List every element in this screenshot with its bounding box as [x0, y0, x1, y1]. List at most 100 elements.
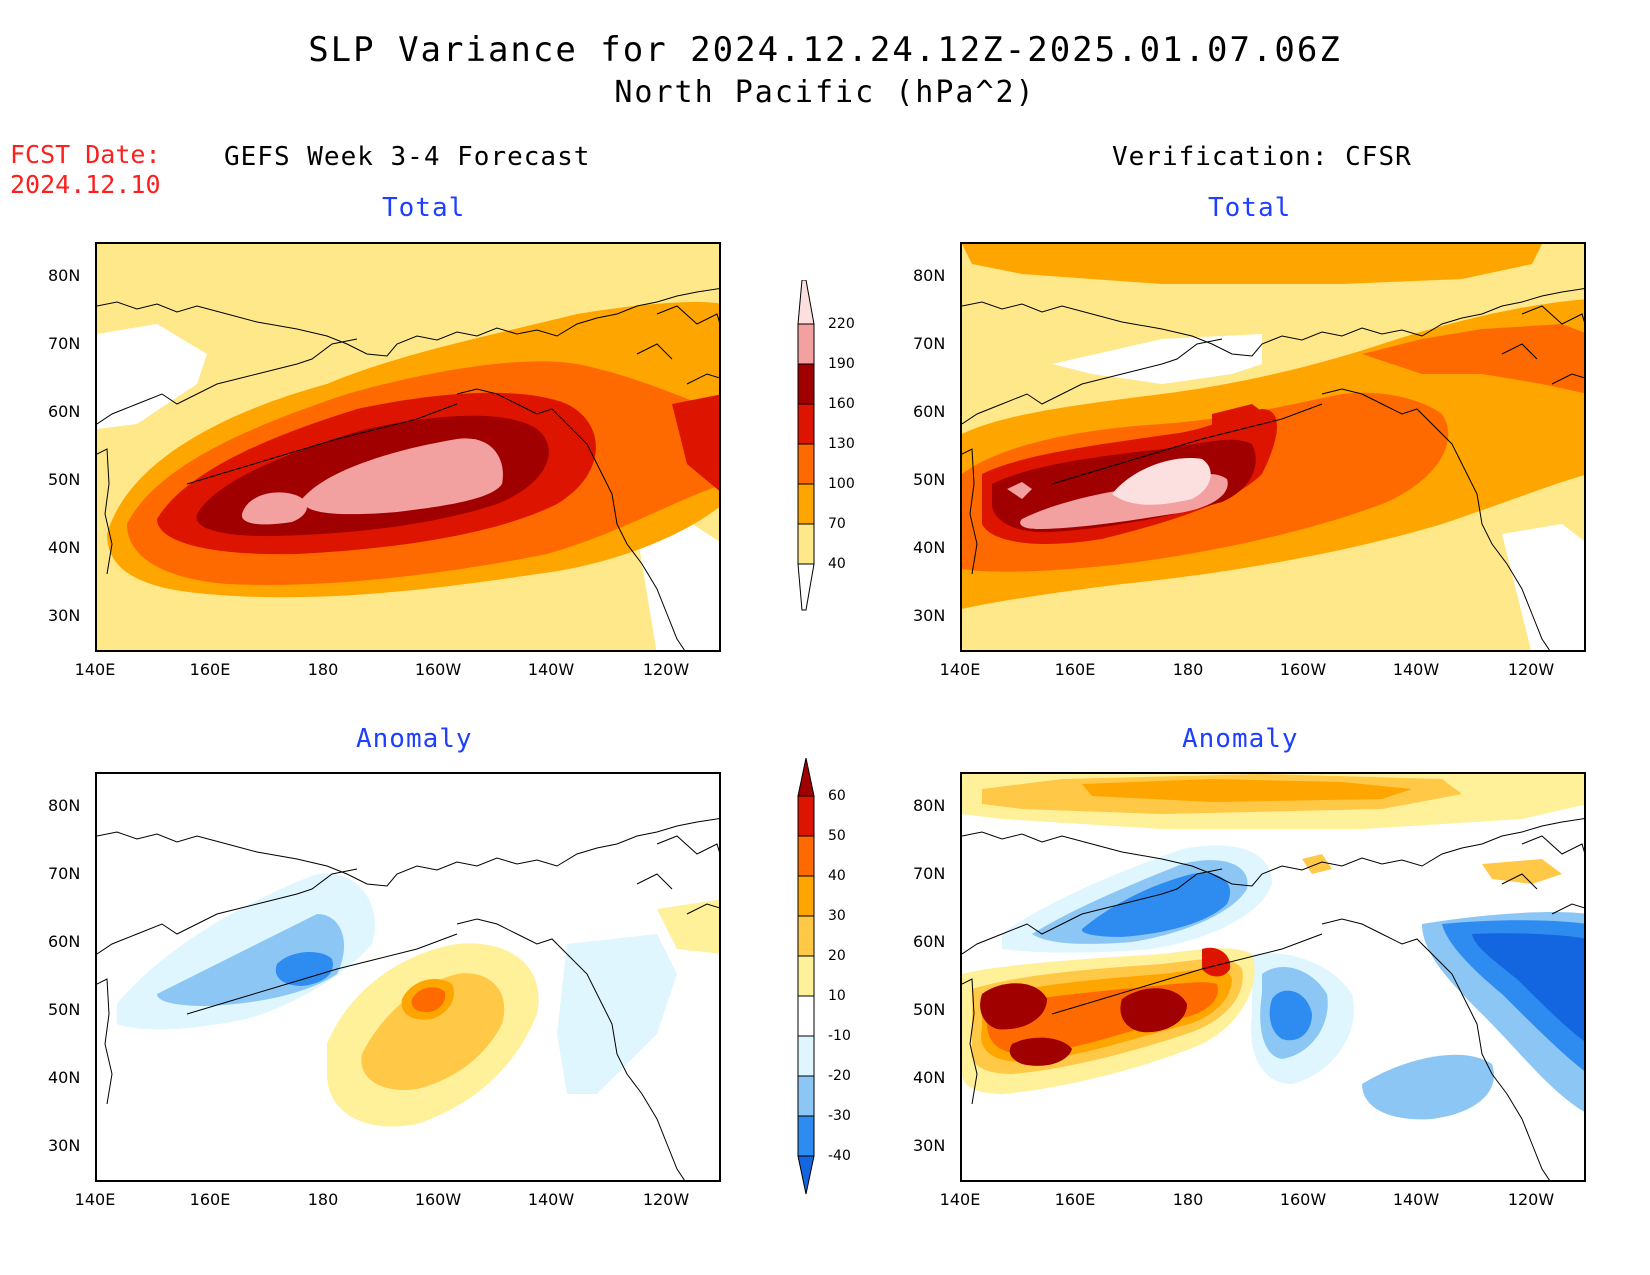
colorbar-total-bottom-arrow: [797, 563, 815, 611]
y-tick-label: 70N: [913, 864, 946, 883]
colorbar-anomaly-swatch: [797, 1035, 815, 1077]
cfsr-anomaly-field: [962, 774, 1584, 1180]
colorbar-total-swatch: [797, 403, 815, 445]
x-tick-label: 160E: [1054, 1190, 1096, 1209]
colorbar-anomaly-swatch: [797, 1075, 815, 1117]
field-below-40: [1502, 524, 1584, 650]
colorbar-anomaly-label: 40: [828, 868, 846, 884]
coastlines: [97, 818, 719, 1180]
x-tick-label: 160E: [1054, 660, 1096, 679]
colorbar-anomaly-swatch: [797, 915, 815, 957]
asia-coastline: [962, 868, 1223, 955]
x-tick-label: 160E: [189, 660, 231, 679]
figure-subtitle: North Pacific (hPa^2): [614, 75, 1036, 110]
y-tick-label: 40N: [48, 1068, 81, 1087]
canadian-archipelago: [1501, 835, 1584, 915]
y-tick-label: 30N: [48, 1136, 81, 1155]
y-tick-label: 80N: [48, 266, 81, 285]
japan-coastline: [962, 448, 978, 575]
field-below-40: [97, 324, 207, 429]
aleutian-islands: [1051, 933, 1323, 1015]
colorbar-anomaly-swatch: [797, 1115, 815, 1157]
colorbar-anomaly-swatch: [797, 875, 815, 917]
fcst-date-value: 2024.12.10: [10, 170, 161, 199]
x-tick-label: 120W: [642, 660, 690, 679]
colorbar-total-swatch: [797, 443, 815, 485]
y-tick-label: 40N: [913, 538, 946, 557]
colorbar-total-label: 160: [828, 396, 855, 412]
y-tick-label: 50N: [48, 470, 81, 489]
x-tick-label: 140W: [1392, 1190, 1440, 1209]
arctic-coastline: [962, 288, 1584, 357]
field-level-10-20: [657, 899, 719, 954]
left-column-title: GEFS Week 3-4 Forecast: [224, 142, 591, 172]
arctic-coastline: [97, 818, 719, 887]
field-level-100-130: [1362, 324, 1584, 394]
x-tick-label: 140W: [527, 1190, 575, 1209]
y-tick-label: 60N: [913, 932, 946, 951]
x-tick-label: 160W: [414, 1190, 462, 1209]
top-left-panel-title: Total: [382, 193, 466, 223]
colorbar-anomaly-bottom-arrow: [797, 1155, 815, 1195]
y-tick-label: 30N: [913, 1136, 946, 1155]
x-tick-label: 140E: [939, 1190, 981, 1209]
y-tick-label: 50N: [913, 1000, 946, 1019]
field-above-60: [1120, 988, 1187, 1033]
asia-coastline: [97, 338, 358, 425]
map-panel-gefs-anomaly: [95, 772, 721, 1182]
field-level-minus40-minus30: [1081, 873, 1231, 937]
field-level-20-30: [1482, 859, 1562, 884]
japan-coastline: [97, 448, 113, 575]
right-column-title: Verification: CFSR: [1112, 142, 1412, 172]
colorbar-anomaly-top-arrow: [797, 758, 815, 797]
colorbar-anomaly-swatch: [797, 835, 815, 877]
top-right-panel-title: Total: [1208, 193, 1292, 223]
x-tick-label: 160W: [1279, 1190, 1327, 1209]
figure-title: SLP Variance for 2024.12.24.12Z-2025.01.…: [308, 30, 1342, 70]
y-tick-label: 60N: [913, 402, 946, 421]
field-below-40: [637, 514, 719, 650]
y-tick-label: 60N: [48, 402, 81, 421]
north-america-coastline: [456, 388, 685, 650]
arctic-coastline: [962, 818, 1584, 887]
field-level-190-220: [302, 438, 503, 515]
x-tick-label: 160E: [189, 1190, 231, 1209]
colorbar-total-label: 70: [828, 516, 846, 532]
x-tick-label: 140E: [939, 660, 981, 679]
fcst-date-label: FCST Date:: [10, 140, 161, 169]
y-tick-label: 40N: [48, 538, 81, 557]
field-above-60: [980, 983, 1047, 1030]
field-level-50-60: [1202, 947, 1231, 977]
field-level-minus40-minus30: [275, 952, 333, 986]
colorbar-total-label: 130: [828, 436, 855, 452]
x-tick-label: 120W: [642, 1190, 690, 1209]
colorbar-total-swatch: [797, 323, 815, 365]
canadian-archipelago: [1501, 305, 1584, 385]
field-level-30-40: [1082, 779, 1412, 802]
gefs-anomaly-field: [97, 774, 719, 1180]
coastlines: [962, 288, 1584, 650]
map-panel-cfsr-anomaly: [960, 772, 1586, 1182]
colorbar-total-swatch: [797, 523, 815, 565]
coastlines: [97, 288, 719, 650]
colorbar-anomaly-swatch: [797, 955, 815, 997]
colorbar-total-swatch: [797, 483, 815, 525]
field-above-60: [1009, 1037, 1072, 1066]
colorbar-total-swatch: [797, 363, 815, 405]
colorbar-anomaly-label: -40: [828, 1148, 851, 1164]
bottom-left-panel-title: Anomaly: [356, 724, 473, 754]
y-tick-label: 30N: [913, 606, 946, 625]
colorbar-anomaly: [797, 758, 815, 1195]
canadian-archipelago: [636, 305, 719, 385]
colorbar-anomaly-label: 10: [828, 988, 846, 1004]
x-tick-label: 120W: [1507, 660, 1555, 679]
asia-coastline: [97, 868, 358, 955]
y-tick-label: 80N: [913, 266, 946, 285]
bottom-right-panel-title: Anomaly: [1182, 724, 1299, 754]
field-level-130-160: [672, 394, 719, 491]
aleutian-islands: [186, 933, 458, 1015]
map-panel-gefs-total: [95, 242, 721, 652]
colorbar-total-label: 40: [828, 556, 846, 572]
y-tick-label: 70N: [48, 864, 81, 883]
field-below-40: [1052, 334, 1262, 384]
